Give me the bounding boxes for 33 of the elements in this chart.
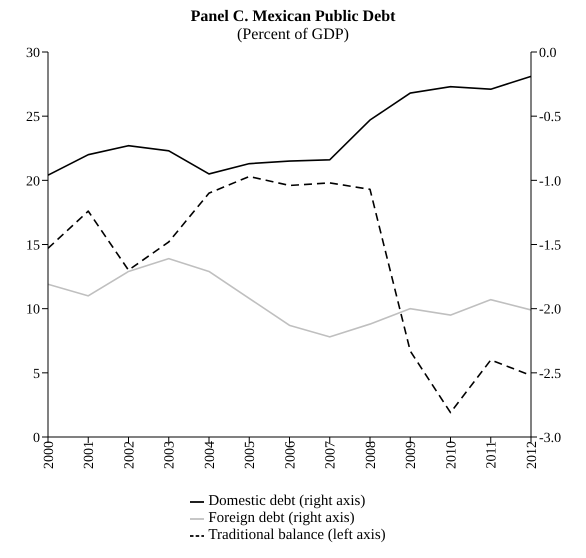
x-tick-label: 2000 [42,441,57,469]
y2-tick-label: -1.5 [539,238,562,254]
x-tick-label: 2003 [162,441,178,469]
y-tick-label: 30 [26,46,40,61]
x-tick-label: 2011 [484,441,500,468]
y2-tick-label: -1.0 [539,174,562,190]
legend-label: Foreign debt (right axis) [208,510,355,526]
x-tick-label: 2008 [364,441,379,469]
y-tick-label: 25 [26,110,40,126]
y2-tick-label: 0.0 [539,46,556,61]
y-tick-label: 10 [26,302,40,318]
x-tick-label: 2009 [404,441,420,469]
y2-tick-label: -2.5 [539,366,562,382]
x-tick-label: 2012 [524,441,540,469]
line-series [47,258,532,338]
y-tick-label: 15 [26,238,40,254]
y-tick-label: 5 [33,366,40,382]
x-tick-label: 2001 [82,441,98,469]
y2-tick-label: -3.0 [539,430,562,446]
y-tick-label: 20 [26,174,40,190]
chart-subtitle: (Percent of GDP) [236,26,350,44]
y2-tick-label: -0.5 [539,110,562,126]
x-tick-label: 2002 [122,441,138,469]
y2-tick-label: -2.0 [539,302,562,318]
y-tick-label: 0 [33,430,40,446]
chart-title: Panel C. Mexican Public Debt [190,8,396,26]
x-tick-label: 2006 [283,441,298,469]
legend-label: Traditional balance (left axis) [208,527,386,543]
x-tick-label: 2005 [243,441,258,469]
x-tick-label: 2004 [202,441,218,469]
x-tick-label: 2010 [444,441,460,469]
legend-label: Domestic debt (right axis) [208,493,366,509]
x-tick-label: 2007 [324,441,339,469]
